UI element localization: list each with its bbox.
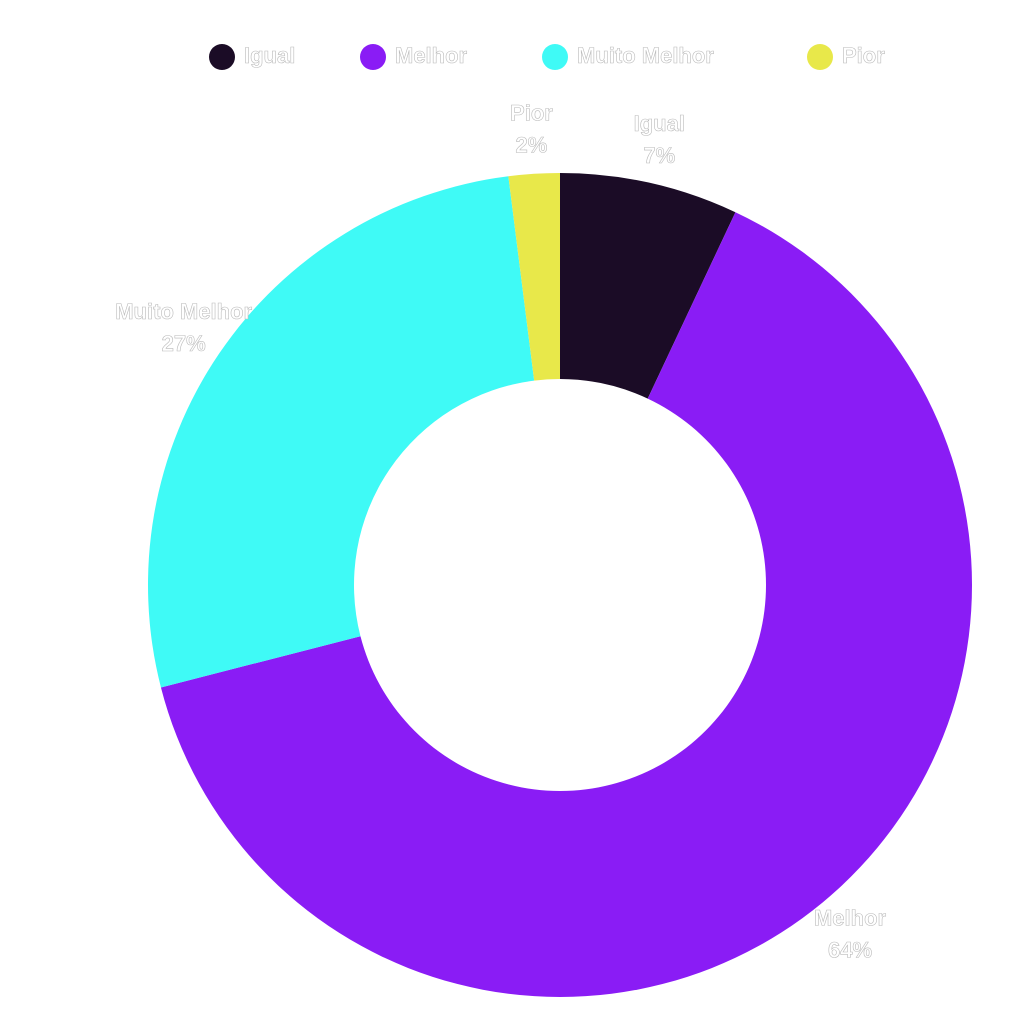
donut-slice: [508, 173, 560, 381]
data-label-name: Melhor: [814, 905, 887, 930]
legend-label: Igual: [244, 43, 295, 68]
legend-label: Pior: [842, 43, 885, 68]
data-label-value: 27%: [162, 331, 206, 356]
data-label-name: Igual: [634, 111, 685, 136]
legend-marker: [542, 44, 568, 70]
data-label-name: Muito Melhor: [115, 299, 252, 324]
legend-marker: [807, 44, 833, 70]
legend-label: Muito Melhor: [577, 43, 714, 68]
donut-slice: [560, 173, 736, 399]
legend-marker: [209, 44, 235, 70]
legend-label: Melhor: [395, 43, 468, 68]
data-label-name: Pior: [510, 101, 553, 126]
donut-slice: [160, 212, 973, 998]
donut-slice: [148, 176, 535, 688]
legend-marker: [360, 44, 386, 70]
data-label-value: 64%: [828, 937, 872, 962]
data-label-value: 7%: [643, 143, 675, 168]
data-label-value: 2%: [516, 133, 548, 158]
